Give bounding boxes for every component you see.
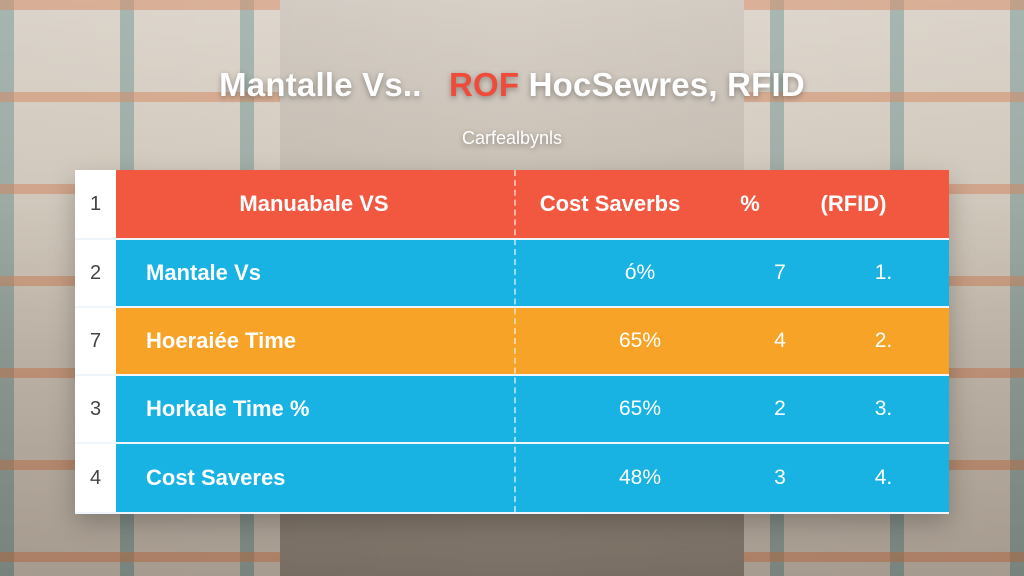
- page-title: Mantalle Vs.. ROF HocSewres, RFID: [0, 66, 1024, 104]
- row-value: 4: [774, 329, 786, 352]
- row-percent: 65%: [618, 397, 662, 420]
- header-col-3: %: [740, 191, 760, 216]
- row-cells: Horkale Time % 65% 2 3.: [116, 376, 949, 442]
- row-cells: Cost Saveres 48% 3 4.: [116, 444, 949, 512]
- row-rank: 3.: [874, 397, 893, 420]
- row-percent: 48%: [618, 466, 662, 489]
- table-row: 3 Horkale Time % 65% 2 3.: [75, 376, 949, 444]
- table-row: 7 Hoeraiée Time 65% 4 2.: [75, 308, 949, 376]
- header-cells: Manuabale VS Cost Saverbs % (RFID): [116, 170, 949, 238]
- comparison-table: 1 Manuabale VS Cost Saverbs % (RFID) 2 M…: [75, 170, 949, 514]
- title-part-3: HocSewres, RFID: [528, 66, 805, 103]
- page-subtitle: Carfealbynls: [461, 128, 563, 148]
- row-value: 7: [774, 261, 786, 284]
- row-value: 3: [774, 466, 786, 489]
- title-part-2: ROF: [449, 66, 520, 103]
- header-col-4: (RFID): [820, 191, 887, 216]
- row-rank: 4.: [874, 466, 893, 489]
- row-label: Cost Saveres: [146, 465, 286, 490]
- row-label: Horkale Time %: [146, 396, 310, 421]
- row-percent: 65%: [618, 329, 662, 352]
- row-cells: Hoeraiée Time 65% 4 2.: [116, 308, 949, 374]
- row-rank: 1.: [874, 261, 893, 284]
- row-number: 4: [75, 444, 116, 512]
- table-header-row: 1 Manuabale VS Cost Saverbs % (RFID): [75, 170, 949, 240]
- row-number: 1: [75, 170, 116, 238]
- row-label: Mantale Vs: [146, 260, 261, 285]
- row-rank: 2.: [874, 329, 893, 352]
- row-number: 2: [75, 240, 116, 306]
- header-col-1: Manuabale VS: [239, 191, 389, 216]
- row-percent: ó%: [624, 261, 656, 284]
- row-label: Hoeraiée Time: [146, 328, 297, 353]
- header-col-2: Cost Saverbs: [539, 191, 681, 216]
- table-row: 4 Cost Saveres 48% 3 4.: [75, 444, 949, 514]
- title-part-1: Mantalle Vs..: [219, 66, 422, 103]
- table-row: 2 Mantale Vs ó% 7 1.: [75, 240, 949, 308]
- row-value: 2: [774, 397, 786, 420]
- row-number: 7: [75, 308, 116, 374]
- row-cells: Mantale Vs ó% 7 1.: [116, 240, 949, 306]
- row-number: 3: [75, 376, 116, 442]
